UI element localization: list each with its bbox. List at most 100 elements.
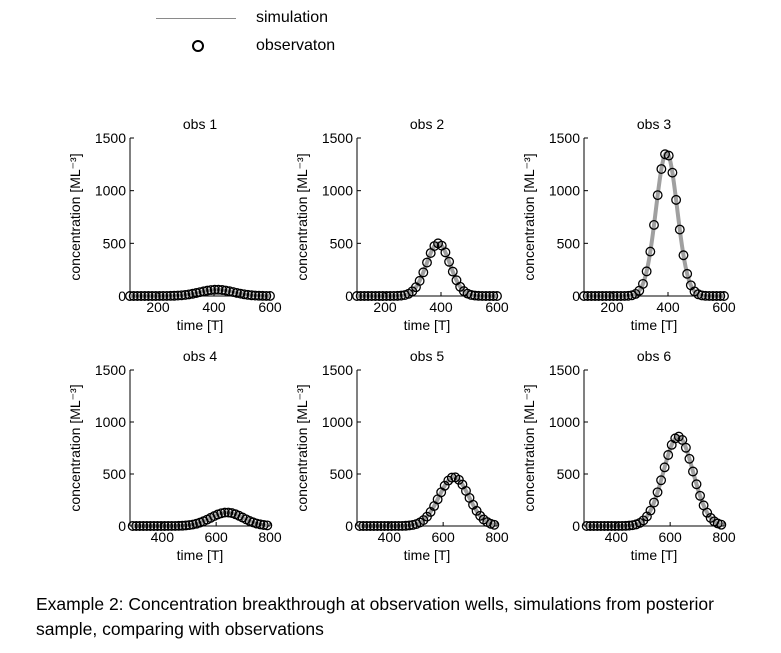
y-tick-label: 0 [345,288,353,304]
observation-point [262,520,273,531]
observation-point [649,497,659,508]
observation-point [663,450,674,460]
observation-point [691,479,702,490]
observation-point [604,291,615,301]
observation-point [680,442,691,453]
observation-point [366,291,377,301]
observation-point [390,521,401,531]
observation-point [187,519,198,530]
observation-point [187,288,198,299]
x-tick-label: 800 [258,529,282,545]
observation-point [354,521,365,531]
observation-point [696,290,707,301]
observation-point [608,291,619,301]
observation-point [592,521,603,531]
y-tick-label: 0 [118,518,126,534]
chart-title: obs 4 [183,348,217,364]
observation-point [198,286,209,297]
observation-point [674,224,685,235]
observation-point [603,521,613,531]
observation-point [213,284,224,295]
observation-point [396,290,407,301]
observation-point [615,291,626,301]
observation-point [265,291,275,301]
observation-point [610,521,620,531]
y-tick-label: 500 [557,466,581,482]
observation-point [257,290,268,301]
observation-point [688,466,698,477]
chart-panel-1: 0 500 1000 1500 200 400 600 obs 1 time [T] concen… [67,116,282,333]
observation-point [581,521,592,531]
y-tick-label: 1000 [549,183,580,199]
observation-point [377,291,388,301]
observation-point [368,521,379,531]
observation-point [379,521,390,531]
observation-point [374,291,385,301]
legend-simulation-label: simulation [256,9,329,26]
observation-point [641,266,652,277]
x-tick-label: 600 [485,299,509,315]
x-tick-label: 600 [658,529,682,545]
observation-point [166,521,177,531]
observation-point [165,290,176,301]
observation-point [176,290,187,301]
observation-point [125,291,135,301]
x-tick-label: 800 [712,529,736,545]
observation-point [617,520,628,531]
y-tick-label: 1000 [95,414,126,430]
simulation-series-line [583,150,725,298]
observation-point [447,266,458,277]
legend-entry-simulation: simulation [150,6,410,30]
observation-point [255,519,266,530]
y-tick-label: 500 [103,235,127,251]
y-tick-label: 1500 [322,130,353,146]
observation-point [645,246,656,257]
observation-point [677,434,688,445]
chart-title: obs 5 [410,348,444,364]
observation-point [127,521,138,531]
observation-point [397,520,408,531]
x-axis-label: time [T] [177,547,224,563]
y-tick-label: 1500 [549,130,580,146]
observation-point [711,291,722,301]
observation-point [597,291,608,301]
legend: simulation observaton [150,4,410,60]
observation-point [223,507,234,518]
observation-point [601,291,612,301]
observation-point [261,290,272,301]
observation-point [156,521,166,531]
chart-title: obs 6 [637,348,671,364]
observation-point [404,520,415,531]
observation-point [355,291,366,301]
observation-point [209,284,220,295]
y-axis-label: concentration [ML⁻³] [294,384,310,511]
observation-point [352,291,362,301]
y-tick-label: 1500 [549,362,580,378]
observation-point [169,290,180,301]
observation-point [414,275,425,286]
observation-point [492,291,502,301]
observation-point [152,521,163,531]
x-tick-label: 400 [202,299,226,315]
observation-point [649,219,659,230]
y-tick-label: 1000 [549,414,580,430]
y-axis-label: concentration [ML⁻³] [294,153,310,280]
y-tick-label: 0 [118,288,126,304]
observation-point [180,520,191,531]
chart-panel-6: 0 500 1000 1500 400 600 800 obs 6 time [T] concen… [521,348,736,563]
observation-point [446,472,457,483]
observation-point [376,521,386,531]
observation-point [595,521,606,531]
observation-point [623,290,634,301]
chart-title: obs 2 [410,116,444,132]
observation-point [183,289,194,300]
observation-point [161,290,172,301]
observation-point [217,285,228,295]
observation-marker-swatch [192,40,204,52]
observation-point [678,250,689,261]
chart-panel-5: 0 500 1000 1500 400 600 800 obs 5 time [T] concen… [294,348,509,563]
observation-point [656,475,667,486]
observation-point [606,521,617,531]
observation-point [667,167,678,178]
observation-point [365,521,376,531]
